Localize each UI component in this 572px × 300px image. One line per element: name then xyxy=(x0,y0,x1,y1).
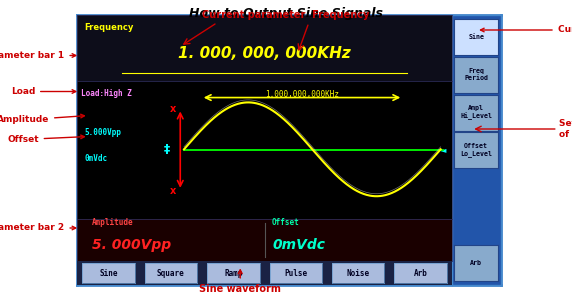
Text: Offset
Lo_Level: Offset Lo_Level xyxy=(460,143,492,157)
Text: Pulse: Pulse xyxy=(284,268,307,278)
Text: Sine: Sine xyxy=(468,34,484,40)
Text: Ramp: Ramp xyxy=(224,268,243,278)
Text: 0mVdc: 0mVdc xyxy=(85,154,108,163)
Text: x: x xyxy=(170,103,176,114)
Text: 0mVdc: 0mVdc xyxy=(272,238,325,252)
Text: Offset: Offset xyxy=(272,218,300,227)
Text: Amplitude: Amplitude xyxy=(0,114,84,124)
Text: Sine: Sine xyxy=(99,268,118,278)
Text: ◄: ◄ xyxy=(440,145,446,154)
Text: 1. 000, 000, 000KHz: 1. 000, 000, 000KHz xyxy=(178,46,351,61)
Text: 5. 000Vpp: 5. 000Vpp xyxy=(92,238,172,252)
Text: Load: Load xyxy=(11,87,76,96)
Text: 1.000,000,000KHz: 1.000,000,000KHz xyxy=(265,90,339,99)
Text: Current signal: Current signal xyxy=(480,26,572,34)
Text: Sine waveform: Sine waveform xyxy=(199,270,281,294)
Text: 5.000Vpp: 5.000Vpp xyxy=(85,128,122,137)
Text: Load:High Z: Load:High Z xyxy=(81,89,132,98)
Text: Setting menu
of Sine signal: Setting menu of Sine signal xyxy=(559,119,572,139)
Text: Square: Square xyxy=(157,268,185,278)
Text: Parameter bar 1: Parameter bar 1 xyxy=(0,51,76,60)
Text: Amplitude: Amplitude xyxy=(92,218,134,227)
Text: Freq
Period: Freq Period xyxy=(464,68,488,81)
Text: Frequency: Frequency xyxy=(85,23,134,32)
Text: Parameter bar 2: Parameter bar 2 xyxy=(0,224,76,232)
Text: Current parameter  Frequency: Current parameter Frequency xyxy=(202,10,370,20)
Text: Ampl
Hi_Level: Ampl Hi_Level xyxy=(460,105,492,120)
Text: Arb: Arb xyxy=(470,260,482,266)
Text: x: x xyxy=(170,186,176,196)
Text: Offset: Offset xyxy=(7,135,84,144)
Text: Arb: Arb xyxy=(414,268,428,278)
Text: ‡: ‡ xyxy=(163,143,169,156)
Text: How to Output Sine Signals: How to Output Sine Signals xyxy=(189,8,383,20)
Text: Noise: Noise xyxy=(347,268,370,278)
